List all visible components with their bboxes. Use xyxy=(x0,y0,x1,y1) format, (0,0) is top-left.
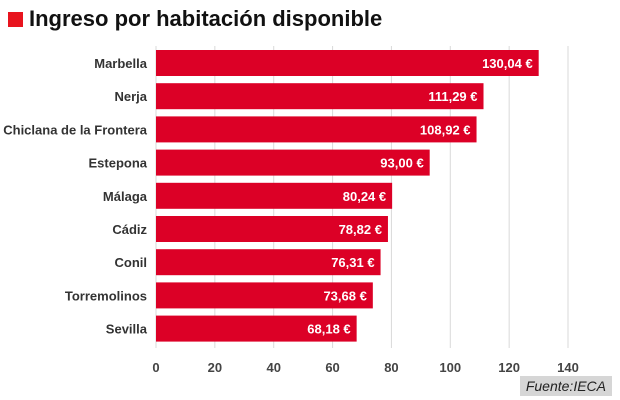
bar xyxy=(156,50,539,76)
category-label: Estepona xyxy=(88,156,147,171)
value-label: 111,29 € xyxy=(428,89,477,104)
bar xyxy=(156,315,357,342)
bar xyxy=(156,282,373,309)
category-label: Nerja xyxy=(114,89,147,104)
bar xyxy=(156,116,477,143)
x-tick-label: 100 xyxy=(439,360,461,375)
value-label: 130,04 € xyxy=(482,56,533,71)
value-label: 68,18 € xyxy=(307,322,350,337)
category-label: Sevilla xyxy=(106,322,148,337)
category-label: Torremolinos xyxy=(65,288,147,303)
category-label: Málaga xyxy=(103,189,148,204)
bar xyxy=(156,182,393,209)
bar xyxy=(156,83,484,110)
category-label: Cádiz xyxy=(112,222,147,237)
category-label: Chiclana de la Frontera xyxy=(3,122,148,137)
bar xyxy=(156,249,381,276)
value-label: 80,24 € xyxy=(343,189,386,204)
x-tick-label: 20 xyxy=(208,360,222,375)
value-label: 78,82 € xyxy=(339,222,382,237)
source-label: Fuente:IECA xyxy=(519,376,612,396)
value-label: 93,00 € xyxy=(380,156,423,171)
x-tick-label: 60 xyxy=(325,360,339,375)
title-marker-square xyxy=(8,11,23,27)
value-label: 76,31 € xyxy=(331,255,374,270)
category-label: Conil xyxy=(115,255,148,270)
x-tick-label: 140 xyxy=(557,360,579,375)
x-tick-label: 40 xyxy=(266,360,280,375)
value-label: 73,68 € xyxy=(323,288,366,303)
bar xyxy=(156,149,430,176)
chart-title: Ingreso por habitación disponible xyxy=(29,6,383,31)
x-tick-label: 80 xyxy=(384,360,398,375)
x-tick-label: 0 xyxy=(152,360,159,375)
chart-title-group: Ingreso por habitación disponible xyxy=(8,6,382,32)
x-tick-label: 120 xyxy=(498,360,520,375)
bar xyxy=(156,216,388,242)
category-label: Marbella xyxy=(94,56,148,71)
value-label: 108,92 € xyxy=(420,122,471,137)
